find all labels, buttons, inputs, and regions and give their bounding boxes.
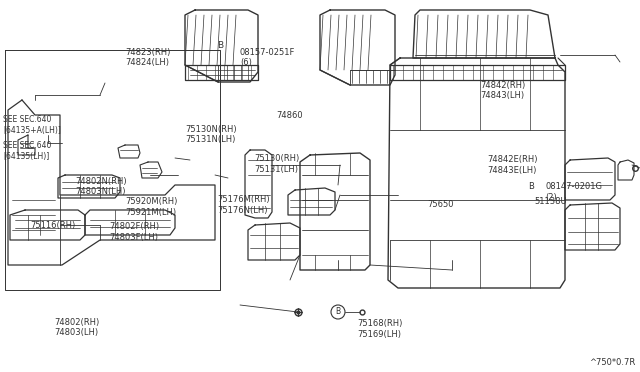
Text: 75650: 75650 [428, 200, 454, 209]
Text: 75116(RH): 75116(RH) [31, 221, 76, 230]
Text: 75168(RH)
75169(LH): 75168(RH) 75169(LH) [357, 319, 403, 339]
Text: SEE SEC.640
[64135(LH)]: SEE SEC.640 [64135(LH)] [3, 141, 52, 161]
Text: 51138U: 51138U [534, 197, 567, 206]
Text: 74823(RH)
74824(LH): 74823(RH) 74824(LH) [125, 48, 170, 67]
Text: B: B [217, 41, 223, 50]
Text: 74842(RH)
74843(LH): 74842(RH) 74843(LH) [480, 81, 525, 100]
Text: 75176M(RH)
75176N(LH): 75176M(RH) 75176N(LH) [218, 195, 270, 215]
Text: B: B [529, 182, 534, 190]
Text: B: B [335, 308, 340, 317]
Text: 74802F(RH)
74803F(LH): 74802F(RH) 74803F(LH) [109, 222, 159, 242]
Text: 74802(RH)
74803(LH): 74802(RH) 74803(LH) [54, 318, 100, 337]
Text: SEE SEC.640
[64135+A(LH)]: SEE SEC.640 [64135+A(LH)] [3, 115, 61, 135]
Text: 08147-0201G
(2): 08147-0201G (2) [545, 182, 602, 202]
Text: 75920M(RH)
75921M(LH): 75920M(RH) 75921M(LH) [125, 197, 177, 217]
Text: 74802N(RH)
74803N(LH): 74802N(RH) 74803N(LH) [76, 177, 127, 196]
Text: 75130(RH)
75131(LH): 75130(RH) 75131(LH) [255, 154, 300, 174]
Text: 74860: 74860 [276, 111, 303, 120]
Text: 75130N(RH)
75131N(LH): 75130N(RH) 75131N(LH) [186, 125, 237, 144]
Text: 08157-0251F
(6): 08157-0251F (6) [240, 48, 296, 67]
Text: 74842E(RH)
74843E(LH): 74842E(RH) 74843E(LH) [488, 155, 538, 175]
Text: ^750*0.7R: ^750*0.7R [589, 358, 635, 367]
